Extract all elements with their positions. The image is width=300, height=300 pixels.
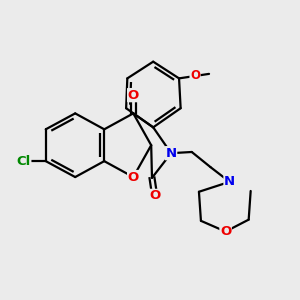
Text: O: O	[149, 189, 160, 203]
Text: O: O	[128, 88, 139, 102]
Text: N: N	[224, 175, 235, 188]
Text: N: N	[166, 147, 177, 160]
Text: Cl: Cl	[16, 154, 31, 168]
Text: O: O	[220, 225, 231, 238]
Text: O: O	[128, 171, 139, 184]
Text: O: O	[190, 70, 200, 83]
